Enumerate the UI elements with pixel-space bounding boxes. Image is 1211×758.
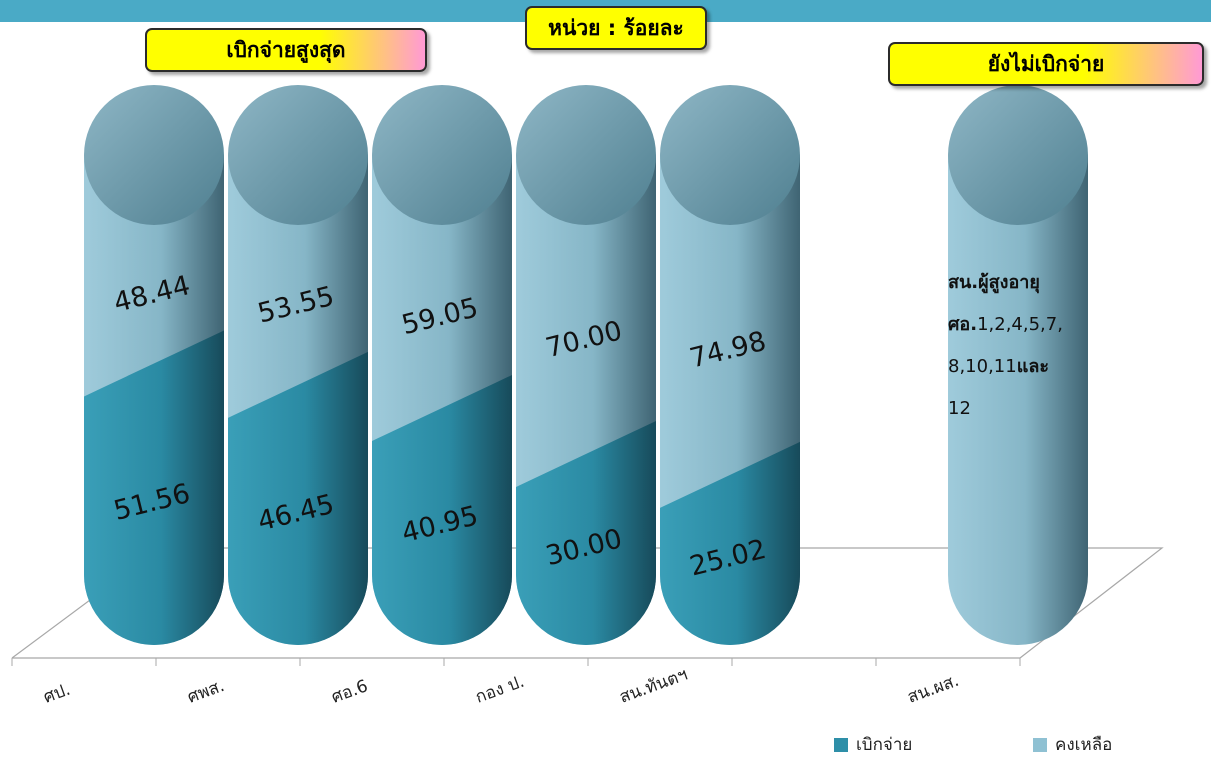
category-label: ศอ.6: [329, 676, 371, 708]
bar-top-cap: [516, 85, 656, 225]
chart-bars: 51.5648.4446.4553.5540.9559.0530.0070.00…: [84, 85, 1088, 645]
legend-item-disbursed: เบิกจ่าย: [834, 731, 912, 758]
bar-segment-disbursed: [372, 375, 512, 645]
unit-tag: หน่วย : ร้อยละ: [525, 6, 707, 50]
category-label: สน.ผส.: [905, 671, 962, 708]
bar-segment-disbursed: [228, 351, 368, 645]
note-line-1: สน.ผู้สูงอายุ: [948, 272, 1040, 293]
category-label: กอง ป.: [473, 672, 527, 708]
bar-top-cap: [372, 85, 512, 225]
category-label: สน.ทันตฯ: [617, 665, 690, 708]
highest-disbursement-tag: เบิกจ่ายสูงสุด: [145, 28, 427, 72]
legend-swatch-remaining: [1033, 737, 1047, 752]
not-disbursed-tag: ยังไม่เบิกจ่าย: [888, 42, 1204, 86]
bar-segment-disbursed: [516, 421, 656, 645]
legend-swatch-disbursed: [834, 737, 848, 752]
note-line-2: ศอ.1,2,4,5,7,: [948, 314, 1063, 335]
bar-segment-disbursed: [660, 441, 800, 645]
bar-top-cap: [948, 85, 1088, 225]
legend-label-disbursed: เบิกจ่าย: [856, 735, 913, 755]
category-label: ศพส.: [185, 676, 227, 708]
bar-top-cap: [228, 85, 368, 225]
bar-top-cap: [660, 85, 800, 225]
note-line-4: 12: [948, 398, 971, 419]
category-axis: ศป. ศพส. ศอ.6 กอง ป. สน.ทันตฯ สน.ผส.: [41, 665, 962, 708]
not-disbursed-note: สน.ผู้สูงอายุ ศอ.1,2,4,5,7, 8,10,11และ 1…: [948, 262, 1098, 430]
bar-top-cap: [84, 85, 224, 225]
note-line-3: 8,10,11และ: [948, 356, 1050, 377]
bar-segment-remaining: [948, 155, 1088, 645]
category-label: ศป.: [41, 680, 73, 708]
legend-item-remaining: คงเหลือ: [1033, 731, 1112, 758]
bar-segment-disbursed: [84, 330, 224, 645]
legend-label-remaining: คงเหลือ: [1055, 735, 1113, 755]
